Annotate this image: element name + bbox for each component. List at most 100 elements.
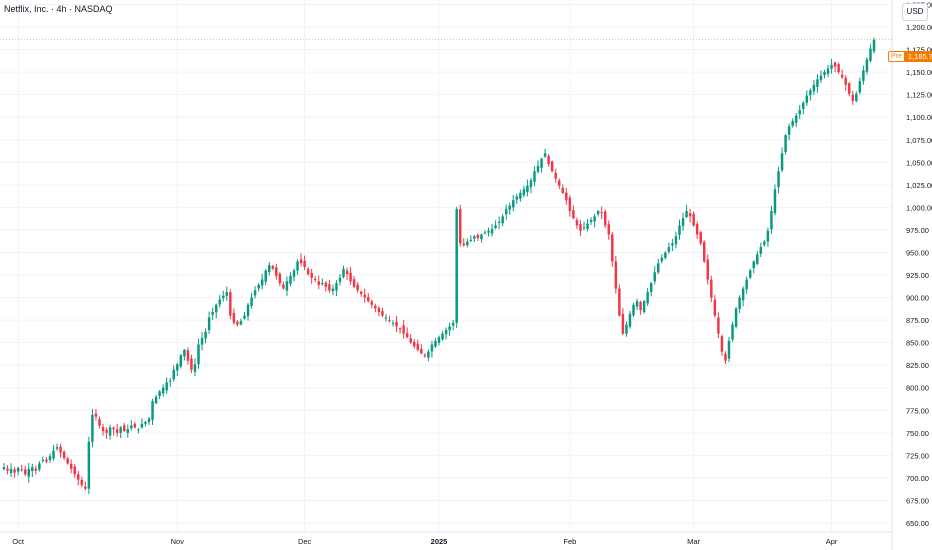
candle-body — [773, 189, 777, 214]
candle-body — [752, 261, 755, 268]
candle-body — [678, 225, 681, 235]
candle-body — [176, 364, 179, 371]
candle-body — [558, 180, 561, 186]
candle-body — [819, 75, 823, 80]
candle-body — [550, 161, 554, 172]
candle-body — [713, 299, 717, 316]
candle-body — [649, 283, 653, 293]
candle-body — [296, 261, 299, 271]
candle-body — [458, 209, 462, 244]
candle-body — [816, 79, 819, 87]
candle-body — [635, 301, 639, 307]
candle-body — [703, 241, 706, 262]
y-tick-label: 875.00 — [906, 316, 929, 325]
candle-body — [278, 273, 282, 284]
candle-body — [455, 209, 458, 323]
candle-body — [264, 270, 267, 282]
y-tick-label: 825.00 — [906, 361, 929, 370]
x-tick-label: Dec — [298, 537, 312, 546]
candle-body — [837, 64, 840, 73]
last-price-tag: Pre 1,185.79 — [888, 51, 932, 62]
candle-body — [374, 305, 377, 309]
candle-body — [423, 354, 427, 356]
candle-body — [9, 468, 13, 473]
candle-body — [784, 135, 787, 152]
candle-body — [565, 192, 568, 201]
candle-body — [437, 337, 441, 343]
candle-body — [830, 64, 833, 69]
candle-body — [229, 292, 232, 316]
y-tick-label: 700.00 — [906, 474, 929, 483]
candle-body — [734, 308, 738, 327]
y-tick-label: 1,050.00 — [906, 158, 932, 167]
candle-body — [183, 349, 186, 357]
candle-body — [501, 216, 504, 224]
candle-body — [809, 90, 812, 96]
x-tick-label: Feb — [563, 537, 576, 546]
candle-body — [190, 358, 193, 370]
candle-body — [593, 216, 596, 222]
candle-body — [674, 236, 678, 245]
candle-body — [377, 308, 381, 312]
candle-body — [561, 187, 565, 193]
candle-body — [434, 340, 437, 347]
candle-body — [777, 171, 780, 188]
candle-body — [236, 321, 239, 325]
candle-body — [306, 269, 310, 275]
candle-body — [13, 469, 16, 473]
candle-body — [338, 277, 342, 282]
candle-body — [154, 396, 158, 404]
candle-body — [140, 423, 144, 428]
candle-body — [858, 81, 862, 93]
candle-body — [851, 94, 855, 101]
candle-body — [614, 261, 618, 289]
candle-body — [204, 331, 207, 339]
candle-body — [720, 336, 724, 352]
candle-body — [391, 322, 395, 324]
candle-body — [200, 338, 204, 345]
candle-body — [628, 313, 632, 327]
candle-body — [480, 234, 483, 240]
candle-body — [504, 209, 508, 215]
candle-body — [172, 369, 175, 380]
candle-body — [257, 284, 260, 289]
candle-body — [657, 263, 660, 273]
candle-body — [144, 421, 147, 424]
candle-body — [600, 211, 603, 213]
candle-body — [416, 343, 420, 350]
candle-body — [727, 340, 731, 359]
y-tick-label: 975.00 — [906, 226, 929, 235]
candle-body — [741, 288, 745, 301]
candle-body — [161, 387, 165, 394]
candle-body — [310, 272, 313, 278]
candle-body — [165, 382, 168, 391]
currency-selector[interactable]: USD — [902, 3, 928, 21]
candle-body — [699, 232, 702, 244]
candle-body — [66, 458, 69, 464]
candle-body — [52, 450, 55, 459]
candle-body — [381, 311, 384, 316]
candle-body — [289, 275, 292, 284]
candle-body — [646, 292, 649, 304]
candle-body — [101, 427, 105, 432]
candle-body — [158, 391, 161, 397]
candle-body — [275, 267, 278, 276]
candle-body — [123, 425, 126, 432]
candle-body — [222, 295, 225, 299]
last-price-label: 1,185.79 — [904, 51, 932, 62]
candle-body — [466, 241, 469, 246]
candle-body — [688, 213, 692, 217]
candle-body — [6, 468, 9, 471]
candle-body — [77, 474, 80, 480]
x-tick-label: Apr — [826, 537, 838, 546]
candle-body — [681, 218, 685, 226]
candle-body — [420, 348, 423, 354]
candle-body — [812, 84, 816, 92]
y-tick-label: 650.00 — [906, 519, 929, 528]
candle-body — [603, 211, 607, 226]
candle-body — [582, 227, 586, 229]
candle-body — [522, 189, 526, 196]
candle-body — [94, 413, 98, 417]
candle-body — [193, 364, 197, 372]
